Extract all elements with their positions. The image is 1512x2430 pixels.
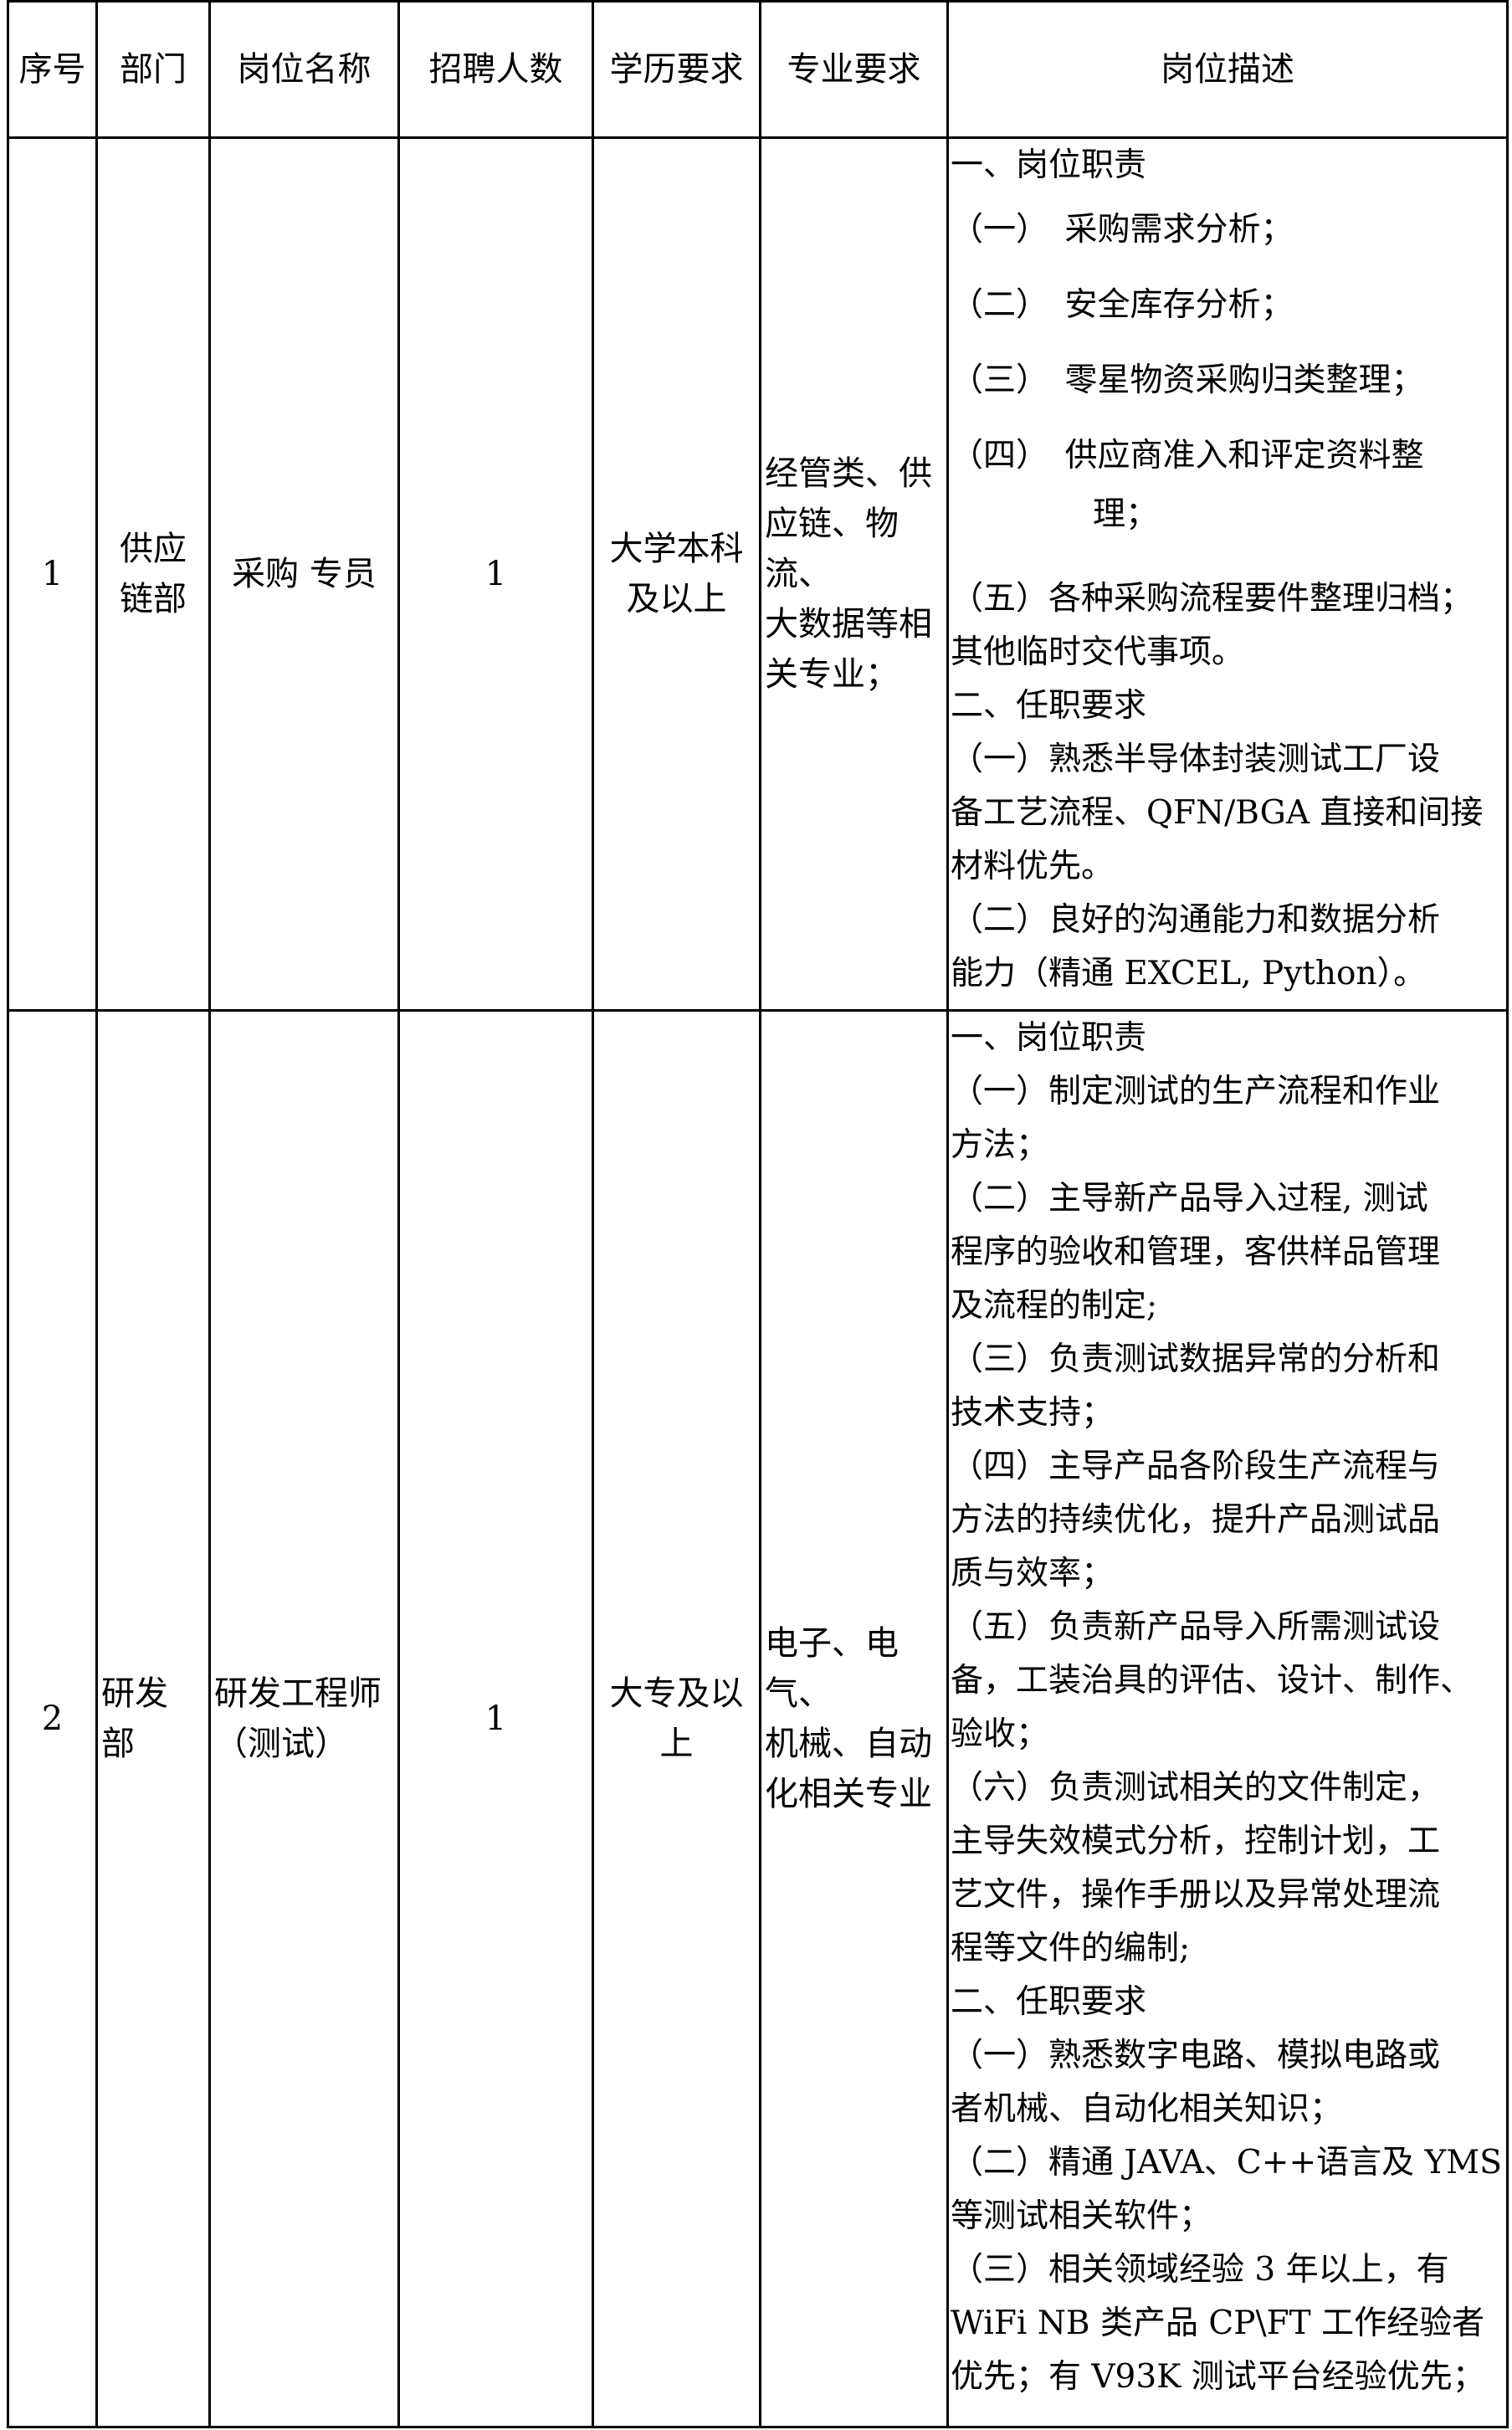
description-line: （六）负责测试相关的文件制定， <box>951 1769 1441 1807</box>
description-line: 质与效率； <box>951 1555 1115 1592</box>
description-line: （四）主导产品各阶段生产流程与 <box>951 1448 1441 1485</box>
description-line: 程序的验收和管理，客供样品管理 <box>951 1233 1441 1271</box>
description-line: （二）良好的沟通能力和数据分析 <box>951 901 1441 939</box>
cell-dept: 研发 部 <box>95 1009 211 2428</box>
description-line: 备，工装治具的评估、设计、制作、 <box>951 1662 1474 1699</box>
header-dept: 部门 <box>95 0 211 139</box>
description-line: （一） 采购需求分析； <box>951 211 1294 249</box>
cell-title: 研发工程师 （测试） <box>208 1009 400 2428</box>
header-title: 岗位名称 <box>208 0 400 139</box>
description-line: 二、任职要求 <box>951 687 1147 725</box>
cell-education: 大专及以 上 <box>592 1009 761 2428</box>
description-line: 方法的持续优化，提升产品测试品 <box>951 1501 1441 1539</box>
cell-count: 1 <box>397 136 594 1012</box>
description-line: 程等文件的编制; <box>951 1930 1191 1967</box>
description-line: 备工艺流程、QFN/BGA 直接和间接 <box>951 794 1484 832</box>
description-line: 二、任职要求 <box>951 1983 1147 2021</box>
description-line: （五）负责新产品导入所需测试设 <box>951 1608 1441 1646</box>
description-line: （二） 安全库存分析； <box>951 286 1294 324</box>
description-line: 者机械、自动化相关知识； <box>951 2090 1343 2128</box>
description-line: 能力（精通 EXCEL, Python）。 <box>951 955 1427 992</box>
cell-description: 一、岗位职责 （一） 采购需求分析； （二） 安全库存分析； （三） 零星物资采购归类… <box>946 136 1509 1012</box>
cell-no: 2 <box>7 1009 98 2428</box>
description-line: （五）各种采购流程要件整理归档； <box>951 580 1474 618</box>
cell-title: 采购 专员 <box>208 136 400 1012</box>
description-line: （一）熟悉半导体封装测试工厂设 <box>951 741 1441 778</box>
header-row: 序号 部门 岗位名称 招聘人数 学历要求 专业要求 岗位描述 <box>7 0 1509 139</box>
description-line: （三）负责测试数据异常的分析和 <box>951 1341 1441 1378</box>
description-line: 一、岗位职责 <box>951 146 1147 184</box>
cell-dept: 供应 链部 <box>95 136 211 1012</box>
description-line: 理； <box>1093 495 1159 533</box>
description-line: 其他临时交代事项。 <box>951 633 1245 671</box>
header-major: 专业要求 <box>759 0 949 139</box>
description-line: 艺文件，操作手册以及异常处理流 <box>951 1876 1441 1914</box>
header-description: 岗位描述 <box>946 0 1509 139</box>
recruitment-table: 序号 部门 岗位名称 招聘人数 学历要求 专业要求 岗位描述 1 供应 链部 采… <box>7 0 1509 2428</box>
description-line: （二）主导新产品导入过程, 测试 <box>951 1180 1428 1218</box>
description-line: 验收； <box>951 1715 1049 1753</box>
description-line: （一）制定测试的生产流程和作业 <box>951 1073 1441 1110</box>
description-line: 等测试相关软件； <box>951 2197 1212 2235</box>
cell-no: 1 <box>7 136 98 1012</box>
cell-major: 电子、电气、 机械、自动 化相关专业 <box>759 1009 949 2428</box>
cell-count: 1 <box>397 1009 594 2428</box>
cell-description: 一、岗位职责 （一）制定测试的生产流程和作业 方法； （二）主导新产品导入过程, 测试… <box>946 1009 1509 2428</box>
description-line: 优先；有 V93K 测试平台经验优先； <box>951 2358 1485 2396</box>
description-line: WiFi NB 类产品 CP\FT 工作经验者 <box>951 2304 1485 2342</box>
header-education: 学历要求 <box>592 0 761 139</box>
cell-major: 经管类、供 应链、物流、 大数据等相 关专业； <box>759 136 949 1012</box>
description-line: 主导失效模式分析，控制计划，工 <box>951 1822 1441 1860</box>
description-line: 一、岗位职责 <box>951 1019 1147 1057</box>
description-line: 技术支持； <box>951 1394 1115 1432</box>
description-line: （三） 零星物资采购归类整理； <box>951 361 1424 399</box>
description-line: （二）精通 JAVA、C++语言及 YMS <box>951 2144 1502 2181</box>
description-line: 及流程的制定; <box>951 1287 1158 1325</box>
description-line: （三）相关领域经验 3 年以上，有 <box>951 2251 1449 2289</box>
table-row: 2 研发 部 研发工程师 （测试） 1 大专及以 上 电子、电气、 机械、自动 … <box>7 1009 1509 2428</box>
description-line: （一）熟悉数字电路、模拟电路或 <box>951 2037 1441 2074</box>
description-line: 材料优先。 <box>951 848 1115 885</box>
table-row: 1 供应 链部 采购 专员 1 大学本科 及以上 经管类、供 应链、物流、 大数… <box>7 136 1509 1012</box>
description-line: （四） 供应商准入和评定资料整 <box>951 437 1424 474</box>
cell-education: 大学本科 及以上 <box>592 136 761 1012</box>
description-line: 方法； <box>951 1126 1049 1164</box>
header-count: 招聘人数 <box>397 0 594 139</box>
header-no: 序号 <box>7 0 98 139</box>
